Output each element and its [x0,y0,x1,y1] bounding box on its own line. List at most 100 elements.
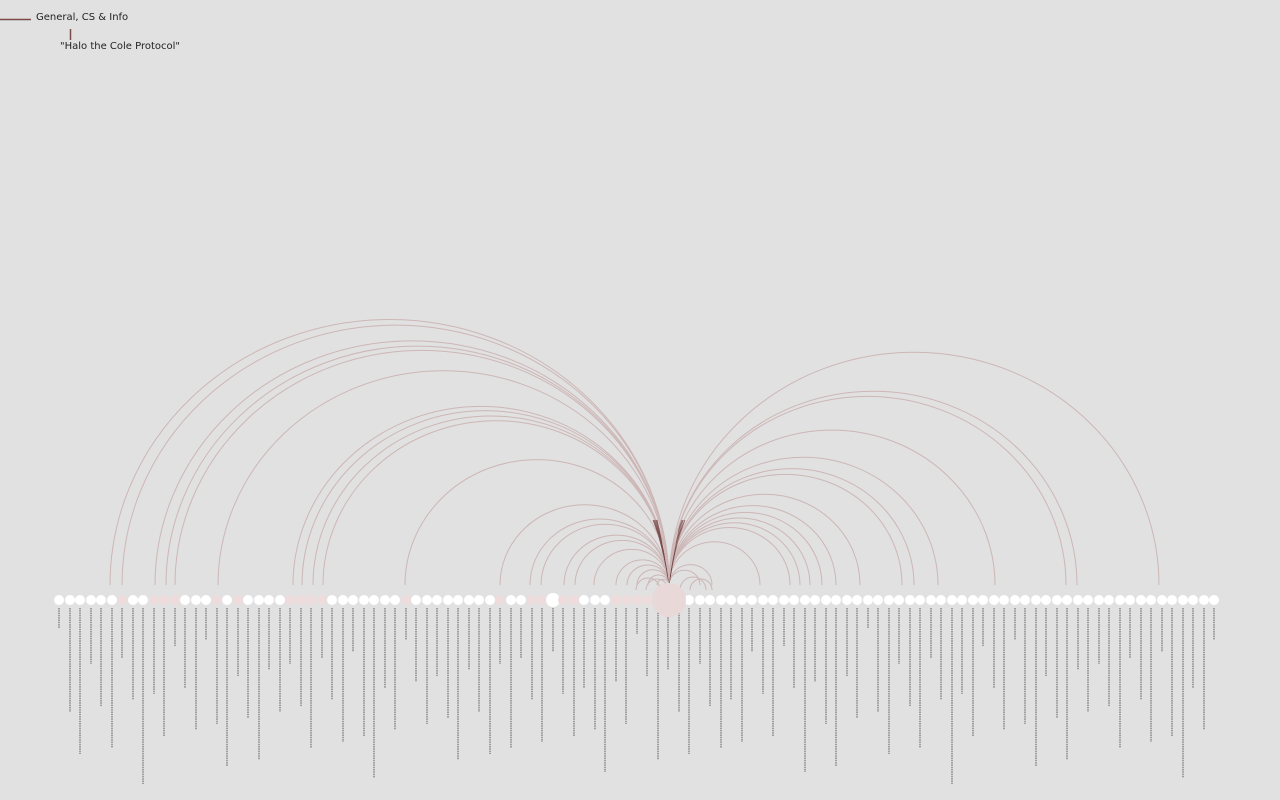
topic-node[interactable] [1010,595,1020,605]
topic-node[interactable] [516,595,526,605]
topic-node[interactable] [968,595,978,605]
topic-node[interactable] [390,595,400,605]
topic-node[interactable] [180,595,190,605]
selected-topic-node[interactable] [652,583,686,617]
topic-node[interactable] [999,595,1009,605]
topic-node[interactable] [107,595,117,605]
topic-node[interactable] [726,595,736,605]
topic-node[interactable] [453,595,463,605]
topic-node[interactable] [443,595,453,605]
topic-node[interactable] [348,595,358,605]
topic-node[interactable] [1178,595,1188,605]
topic-node[interactable] [894,595,904,605]
topic-node[interactable] [1167,595,1177,605]
topic-node[interactable] [170,595,180,605]
topic-node[interactable] [821,595,831,605]
topic-node[interactable] [1125,595,1135,605]
topic-node[interactable] [905,595,915,605]
topic-node[interactable] [758,595,768,605]
topic-node[interactable] [863,595,873,605]
topic-node[interactable] [1146,595,1156,605]
topic-node[interactable] [380,595,390,605]
topic-node[interactable] [1083,595,1093,605]
topic-node[interactable] [254,595,264,605]
topic-node[interactable] [978,595,988,605]
topic-node[interactable] [212,595,222,605]
topic-node[interactable] [842,595,852,605]
topic-node[interactable] [86,595,96,605]
topic-node[interactable] [96,595,106,605]
topic-node[interactable] [359,595,369,605]
topic-node[interactable] [411,595,421,605]
topic-node[interactable] [936,595,946,605]
topic-node[interactable] [306,595,316,605]
topic-node[interactable] [537,595,547,605]
topic-node[interactable] [432,595,442,605]
topic-node[interactable] [873,595,883,605]
topic-node[interactable] [191,595,201,605]
topic-node[interactable] [527,595,537,605]
topic-node[interactable] [1062,595,1072,605]
topic-node[interactable] [1041,595,1051,605]
topic-node[interactable] [852,595,862,605]
topic-node[interactable] [1115,595,1125,605]
topic-node[interactable] [369,595,379,605]
topic-node[interactable] [926,595,936,605]
topic-node[interactable] [495,595,505,605]
topic-node[interactable] [611,595,621,605]
topic-node[interactable] [546,593,560,607]
topic-node[interactable] [989,595,999,605]
topic-node[interactable] [485,595,495,605]
topic-node[interactable] [590,595,600,605]
topic-node[interactable] [65,595,75,605]
topic-node[interactable] [789,595,799,605]
topic-node[interactable] [422,595,432,605]
topic-node[interactable] [138,595,148,605]
topic-node[interactable] [159,595,169,605]
topic-node[interactable] [632,595,642,605]
topic-node[interactable] [201,595,211,605]
topic-node[interactable] [1188,595,1198,605]
topic-node[interactable] [117,595,127,605]
topic-node[interactable] [957,595,967,605]
topic-node[interactable] [684,595,694,605]
topic-node[interactable] [642,595,652,605]
topic-node[interactable] [1136,595,1146,605]
topic-node[interactable] [1104,595,1114,605]
topic-node[interactable] [275,595,285,605]
topic-node[interactable] [338,595,348,605]
topic-node[interactable] [1073,595,1083,605]
topic-node[interactable] [464,595,474,605]
topic-node[interactable] [1094,595,1104,605]
topic-node[interactable] [317,595,327,605]
breadcrumb-category[interactable]: General, CS & Info [36,12,129,23]
topic-node[interactable] [800,595,810,605]
topic-node[interactable] [947,595,957,605]
topic-node[interactable] [579,595,589,605]
breadcrumb-selected-item[interactable]: "Halo the Cole Protocol" [60,41,181,52]
topic-node[interactable] [768,595,778,605]
topic-node[interactable] [915,595,925,605]
topic-node[interactable] [128,595,138,605]
topic-node[interactable] [1157,595,1167,605]
topic-node[interactable] [233,595,243,605]
topic-node[interactable] [779,595,789,605]
topic-node[interactable] [149,595,159,605]
topic-node[interactable] [1199,595,1209,605]
topic-node[interactable] [296,595,306,605]
topic-node[interactable] [716,595,726,605]
topic-node[interactable] [264,595,274,605]
topic-node[interactable] [695,595,705,605]
topic-node[interactable] [884,595,894,605]
topic-node[interactable] [747,595,757,605]
topic-node[interactable] [75,595,85,605]
topic-node[interactable] [1052,595,1062,605]
topic-node[interactable] [1031,595,1041,605]
topic-node[interactable] [558,595,568,605]
topic-node[interactable] [831,595,841,605]
topic-node[interactable] [1209,595,1219,605]
topic-node[interactable] [506,595,516,605]
topic-node[interactable] [54,595,64,605]
topic-node[interactable] [705,595,715,605]
topic-node[interactable] [600,595,610,605]
